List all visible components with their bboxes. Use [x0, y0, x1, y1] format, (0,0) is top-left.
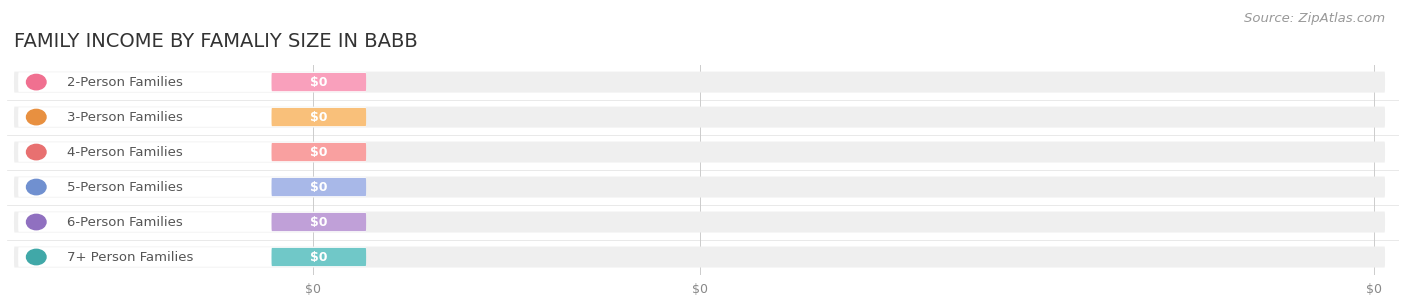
Text: $0: $0 — [311, 181, 328, 194]
FancyBboxPatch shape — [18, 177, 366, 197]
Text: 4-Person Families: 4-Person Families — [67, 145, 183, 159]
Text: $0: $0 — [311, 76, 328, 88]
FancyBboxPatch shape — [14, 212, 1385, 232]
FancyBboxPatch shape — [14, 246, 1385, 267]
FancyBboxPatch shape — [18, 72, 366, 92]
Text: $0: $0 — [311, 250, 328, 264]
Ellipse shape — [27, 179, 46, 195]
Text: 3-Person Families: 3-Person Families — [67, 111, 183, 124]
Text: 7+ Person Families: 7+ Person Families — [67, 250, 193, 264]
FancyBboxPatch shape — [18, 142, 366, 162]
Ellipse shape — [27, 249, 46, 265]
Text: 6-Person Families: 6-Person Families — [67, 216, 183, 228]
FancyBboxPatch shape — [271, 143, 366, 161]
Ellipse shape — [27, 144, 46, 160]
FancyBboxPatch shape — [271, 73, 366, 91]
Text: $0: $0 — [305, 283, 321, 296]
FancyBboxPatch shape — [271, 248, 366, 266]
Ellipse shape — [27, 214, 46, 230]
FancyBboxPatch shape — [271, 108, 366, 126]
Ellipse shape — [27, 109, 46, 125]
FancyBboxPatch shape — [14, 106, 1385, 127]
FancyBboxPatch shape — [14, 142, 1385, 163]
Text: $0: $0 — [311, 216, 328, 228]
Ellipse shape — [27, 74, 46, 90]
FancyBboxPatch shape — [14, 72, 1385, 93]
Text: $0: $0 — [311, 145, 328, 159]
FancyBboxPatch shape — [18, 107, 366, 127]
FancyBboxPatch shape — [18, 247, 366, 267]
Text: $0: $0 — [1365, 283, 1382, 296]
FancyBboxPatch shape — [18, 212, 366, 232]
Text: FAMILY INCOME BY FAMALIY SIZE IN BABB: FAMILY INCOME BY FAMALIY SIZE IN BABB — [14, 32, 418, 51]
Text: $0: $0 — [311, 111, 328, 124]
FancyBboxPatch shape — [14, 177, 1385, 198]
Text: Source: ZipAtlas.com: Source: ZipAtlas.com — [1244, 12, 1385, 25]
FancyBboxPatch shape — [271, 213, 366, 231]
Text: 2-Person Families: 2-Person Families — [67, 76, 183, 88]
Text: $0: $0 — [692, 283, 709, 296]
Text: 5-Person Families: 5-Person Families — [67, 181, 183, 194]
FancyBboxPatch shape — [271, 178, 366, 196]
